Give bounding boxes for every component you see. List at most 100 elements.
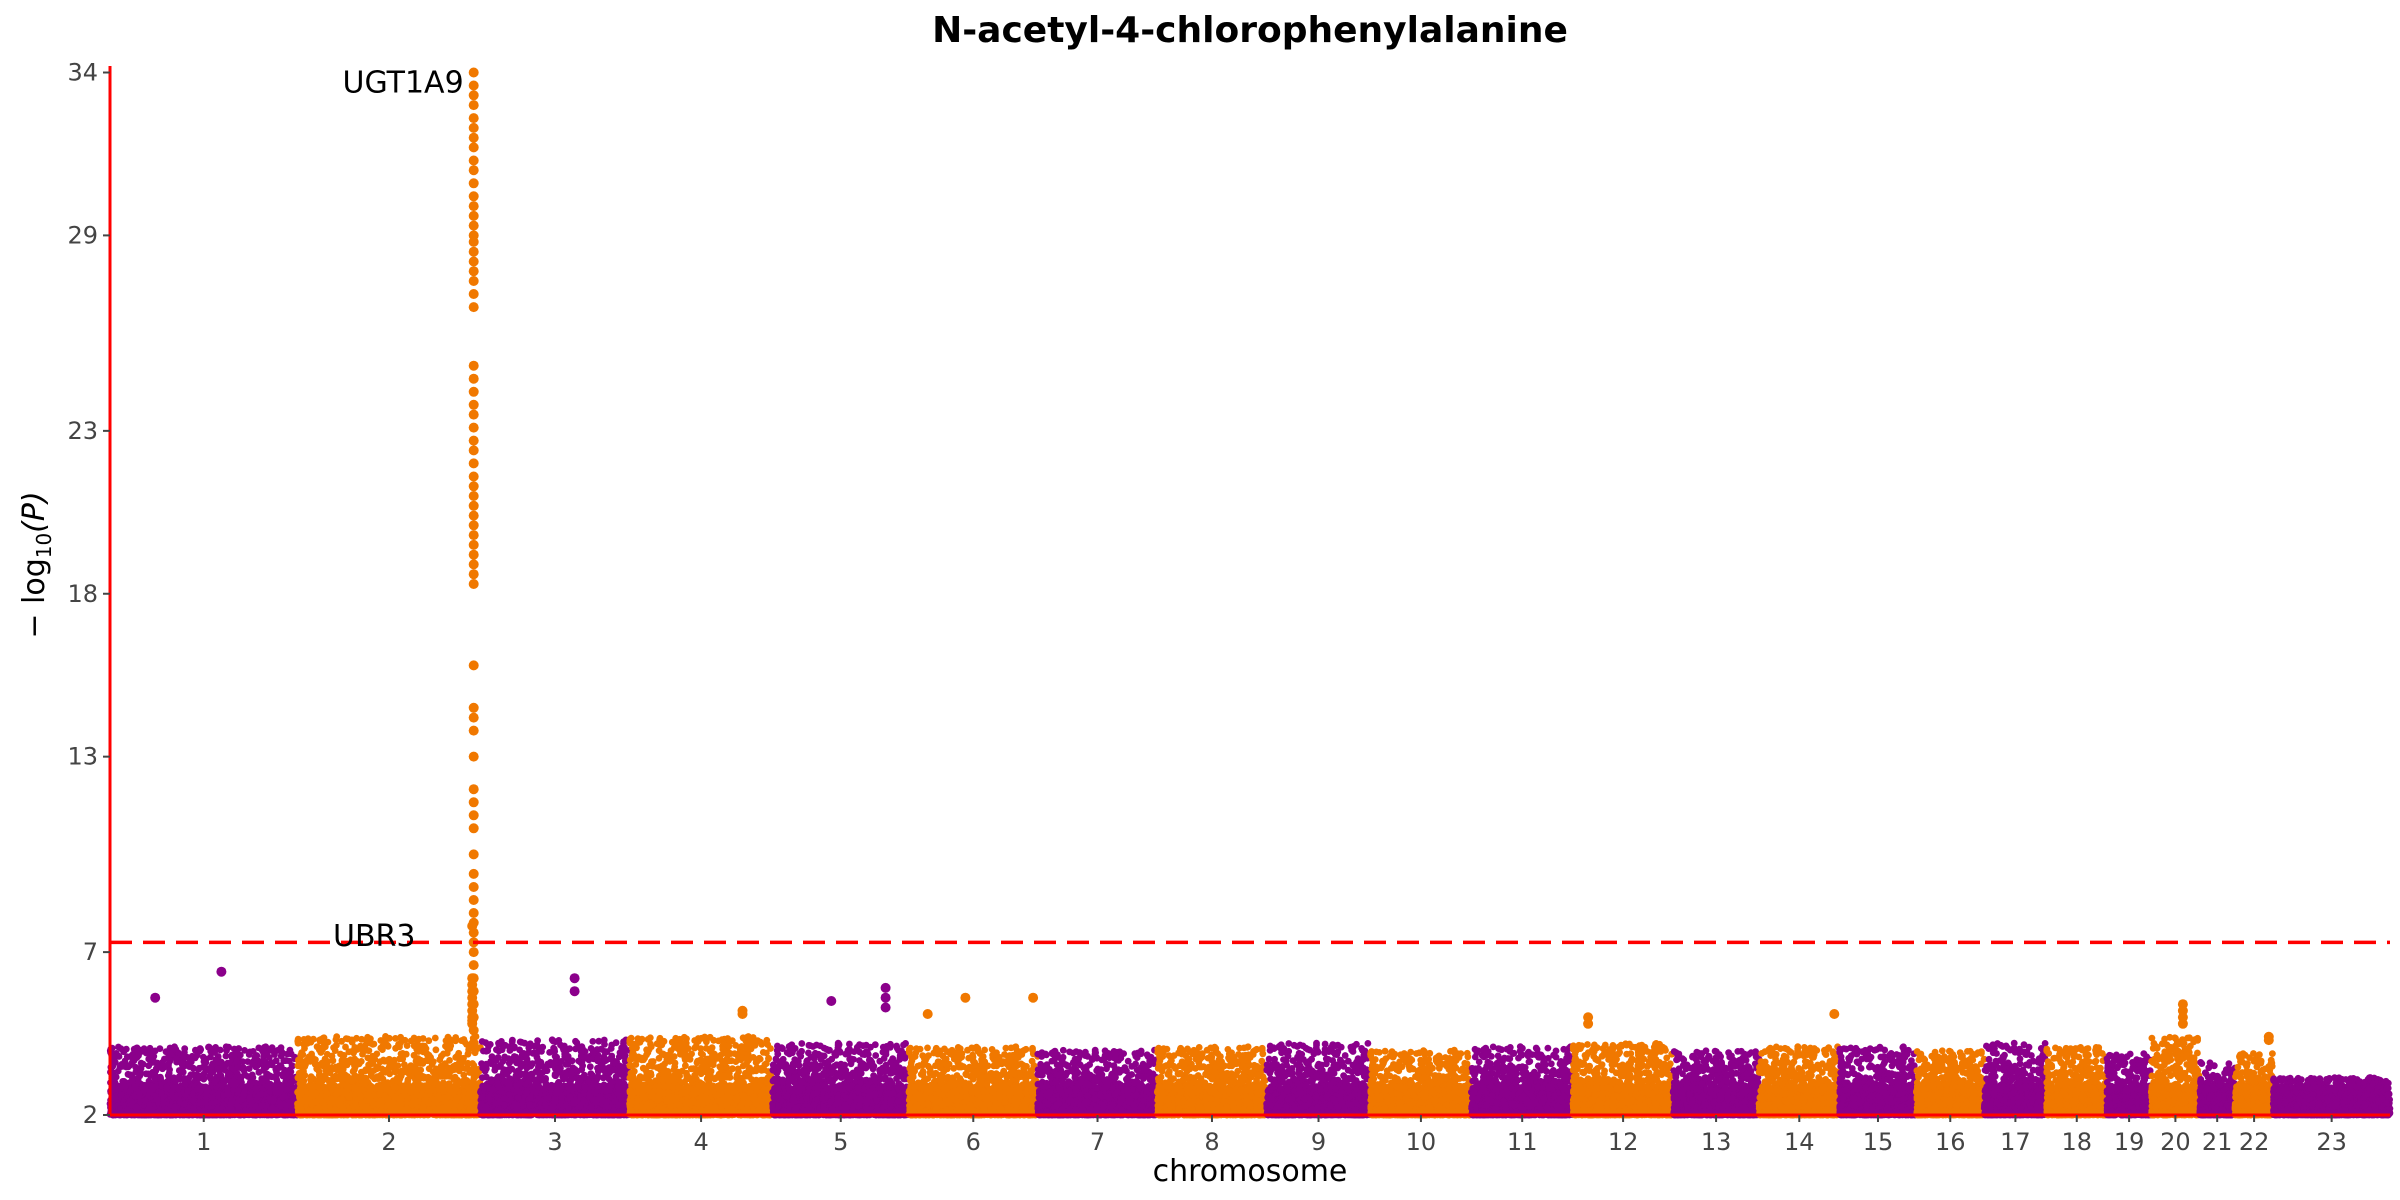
data-point	[297, 1080, 304, 1087]
data-point	[446, 1084, 453, 1091]
data-point	[119, 1063, 126, 1070]
data-point	[346, 1094, 353, 1101]
data-point	[272, 1088, 279, 1095]
data-point	[308, 1099, 315, 1106]
data-point	[221, 1079, 228, 1086]
data-point	[265, 1062, 272, 1069]
data-point	[372, 1056, 379, 1063]
data-point	[420, 1048, 427, 1055]
data-point	[465, 1049, 472, 1056]
data-point	[471, 1074, 478, 1081]
data-point	[310, 1036, 317, 1043]
data-point	[296, 1070, 303, 1077]
data-point	[280, 1073, 287, 1080]
data-point	[401, 1061, 408, 1068]
data-point	[367, 1035, 374, 1042]
data-point	[338, 1066, 345, 1073]
data-point	[411, 1097, 418, 1104]
data-point	[223, 1047, 230, 1054]
data-point	[194, 1086, 201, 1093]
data-point	[230, 1078, 237, 1085]
data-point	[297, 1052, 304, 1059]
data-point	[208, 1063, 215, 1070]
data-point	[316, 1105, 323, 1112]
data-point	[256, 1069, 263, 1076]
data-point	[439, 1083, 446, 1090]
data-point	[195, 1066, 202, 1073]
data-point	[163, 1084, 170, 1091]
data-point	[200, 1054, 207, 1061]
data-point	[280, 1094, 287, 1101]
data-point	[112, 1095, 119, 1102]
data-point	[302, 1061, 309, 1068]
data-point	[258, 1091, 265, 1098]
data-point	[335, 1100, 342, 1107]
data-point	[319, 1078, 326, 1085]
data-point	[145, 1062, 152, 1069]
data-point	[356, 1086, 363, 1093]
data-point	[246, 1095, 253, 1102]
data-point	[299, 1099, 306, 1106]
data-point	[123, 1046, 130, 1053]
data-point	[450, 1066, 457, 1073]
data-point	[203, 1091, 210, 1098]
data-point	[214, 1066, 221, 1073]
data-point	[225, 1090, 232, 1097]
data-point	[211, 1078, 218, 1085]
data-point	[209, 1094, 216, 1101]
data-point	[182, 1077, 189, 1084]
data-point	[463, 1065, 470, 1072]
data-point	[307, 1076, 314, 1083]
data-point	[329, 1099, 336, 1106]
data-point	[415, 1072, 422, 1079]
data-point	[116, 1053, 123, 1060]
data-point	[167, 1051, 174, 1058]
data-point	[147, 1089, 154, 1096]
data-point	[266, 1073, 273, 1080]
data-point	[248, 1101, 255, 1108]
data-point	[142, 1097, 149, 1104]
data-point	[226, 1070, 233, 1077]
data-point	[207, 1072, 214, 1079]
data-point	[458, 1037, 465, 1044]
data-point	[443, 1095, 450, 1102]
data-point	[178, 1059, 185, 1066]
data-point	[454, 1083, 461, 1090]
data-point	[240, 1091, 247, 1098]
data-point	[262, 1043, 269, 1050]
data-point	[381, 1082, 388, 1089]
data-point	[457, 1103, 464, 1110]
data-point	[324, 1058, 331, 1065]
data-point	[371, 1075, 378, 1082]
data-point	[442, 1070, 449, 1077]
data-point	[235, 1087, 242, 1094]
data-point	[420, 1104, 427, 1111]
data-point	[186, 1063, 193, 1070]
data-point	[181, 1101, 188, 1108]
data-point	[373, 1065, 380, 1072]
data-point	[340, 1052, 347, 1059]
data-point	[318, 1049, 325, 1056]
data-point	[456, 1067, 463, 1074]
data-point	[153, 1096, 160, 1103]
data-point	[306, 1084, 313, 1091]
data-point	[255, 1057, 262, 1064]
data-point	[159, 1059, 166, 1066]
data-point	[402, 1037, 409, 1044]
data-point	[413, 1046, 420, 1053]
data-point	[381, 1092, 388, 1099]
data-point	[322, 1072, 329, 1079]
data-point	[200, 1076, 207, 1083]
data-point	[252, 1085, 259, 1092]
data-point	[366, 1062, 373, 1069]
data-point	[142, 1083, 149, 1090]
data-point	[392, 1045, 399, 1052]
data-point	[338, 1076, 345, 1083]
data-point	[244, 1058, 251, 1065]
data-point	[458, 1058, 465, 1065]
data-point	[160, 1100, 167, 1107]
data-point	[395, 1062, 402, 1069]
chart-title: N-acetyl-4-chlorophenylalanine	[932, 10, 1568, 51]
data-point	[143, 1070, 150, 1077]
